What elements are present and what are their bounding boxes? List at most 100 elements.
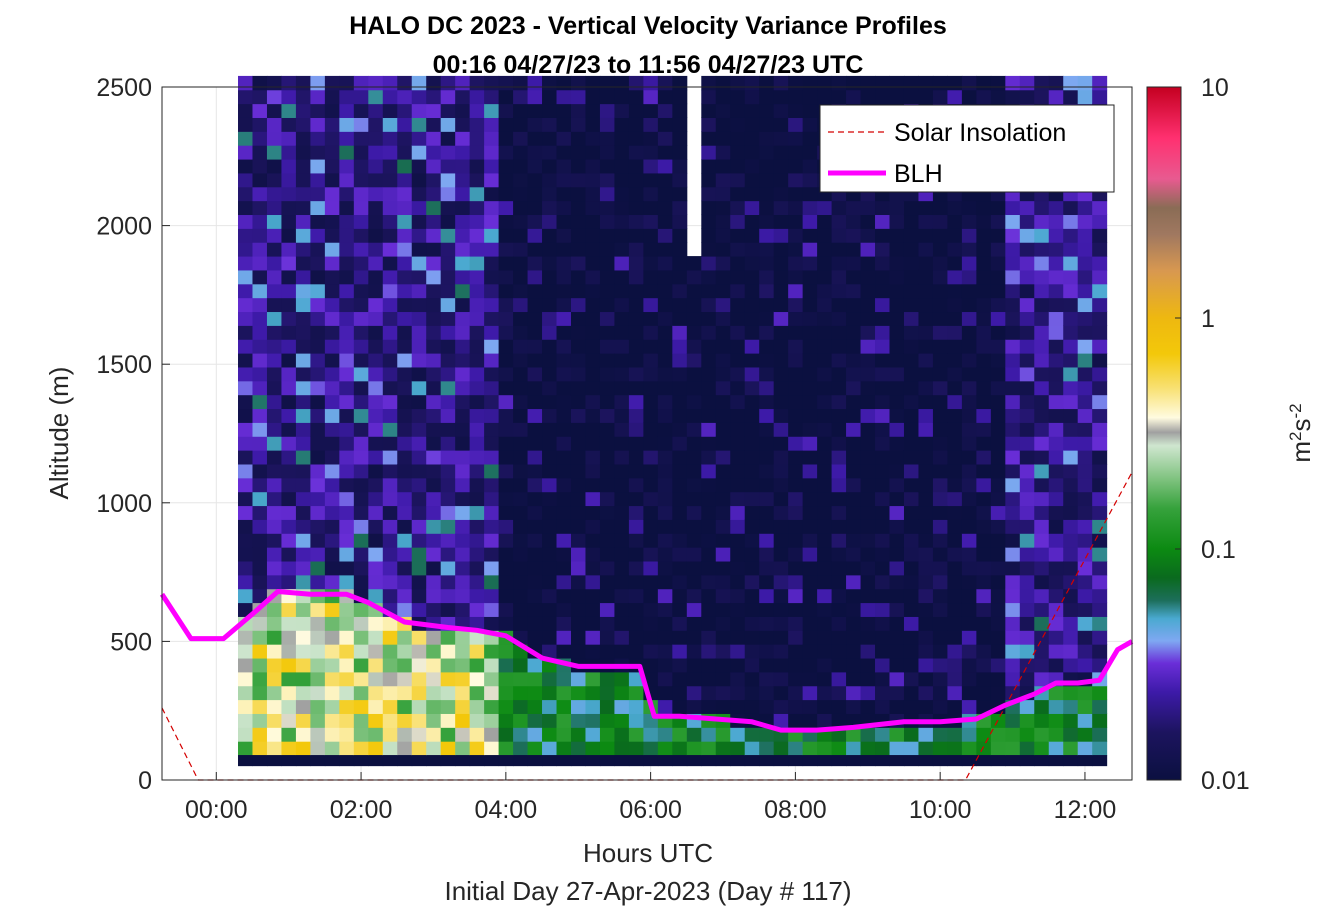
heatmap-cell [266, 533, 282, 548]
heatmap-cell [310, 339, 326, 354]
heatmap-cell [643, 269, 659, 285]
heatmap-cell [266, 339, 282, 354]
heatmap-cell [903, 380, 919, 396]
heatmap-cell [542, 547, 558, 562]
heatmap-cell [426, 353, 442, 368]
heatmap-cell [527, 311, 543, 326]
heatmap-cell [1005, 242, 1021, 257]
heatmap-cell [628, 297, 644, 313]
heatmap-cell [585, 644, 601, 659]
heatmap-cell [1092, 366, 1108, 382]
heatmap-cell [715, 685, 731, 701]
heatmap-cell [527, 394, 543, 410]
heatmap-cell [426, 228, 442, 243]
heatmap-cell [1077, 630, 1093, 645]
heatmap-cell [310, 242, 326, 257]
heatmap-cell [686, 297, 702, 313]
heatmap-cell [599, 242, 615, 257]
heatmap-cell [295, 561, 311, 576]
heatmap-cell [310, 200, 326, 216]
heatmap-cell [657, 616, 673, 631]
heatmap-cell [947, 658, 963, 673]
heatmap-cell [281, 269, 297, 285]
heatmap-cell [411, 450, 427, 465]
heatmap-cell [484, 422, 500, 437]
heatmap-cell [932, 339, 948, 354]
heatmap-cell [484, 463, 500, 479]
heatmap-cell [744, 394, 760, 410]
heatmap-cell [860, 505, 876, 520]
heatmap-cell [788, 602, 804, 617]
heatmap-cell [1005, 644, 1021, 659]
heatmap-cell [542, 394, 558, 410]
heatmap-cell [599, 408, 615, 423]
heatmap-cell [266, 755, 282, 767]
heatmap-cell [990, 311, 1006, 326]
heatmap-cell [1063, 463, 1079, 479]
heatmap-cell [266, 561, 282, 576]
heatmap-cell [238, 436, 253, 451]
heatmap-cell [426, 186, 442, 202]
heatmap-cell [527, 602, 543, 617]
heatmap-cell [252, 366, 268, 382]
heatmap-cell [947, 671, 963, 687]
heatmap-cell [324, 755, 340, 767]
heatmap-cell [759, 228, 775, 243]
heatmap-cell [339, 214, 355, 229]
heatmap-cell [484, 547, 500, 562]
heatmap-cell [353, 533, 369, 548]
heatmap-cell [513, 353, 529, 368]
heatmap-cell [990, 436, 1006, 451]
heatmap-cell [1077, 228, 1093, 243]
heatmap-cell [701, 380, 717, 396]
heatmap-cell [773, 228, 789, 243]
heatmap-cell [440, 422, 456, 437]
heatmap-cell [513, 477, 529, 493]
x-axis-ticks: 00:00 02:00 04:00 06:00 08:00 10:00 12:00 [185, 772, 1116, 824]
heatmap-cell [773, 713, 789, 728]
heatmap-cell [1034, 505, 1050, 520]
heatmap-cell [657, 422, 673, 437]
heatmap-cell [266, 325, 282, 340]
heatmap-cell [238, 186, 253, 202]
heatmap-cell [643, 630, 659, 645]
heatmap-cell [324, 644, 340, 659]
heatmap-cell [788, 658, 804, 673]
heatmap-cell [672, 283, 688, 299]
heatmap-cell [614, 574, 630, 590]
heatmap-cell [817, 588, 833, 604]
heatmap-cell [585, 311, 601, 326]
heatmap-cell [730, 131, 746, 146]
heatmap-cell [715, 366, 731, 382]
heatmap-cell [469, 713, 485, 728]
heatmap-cell [469, 325, 485, 340]
heatmap-cell [556, 186, 572, 202]
heatmap-cell [599, 574, 615, 590]
heatmap-cell [310, 214, 326, 229]
heatmap-cell [744, 75, 760, 91]
heatmap-cell [744, 727, 760, 742]
heatmap-cell [469, 353, 485, 368]
heatmap-cell [310, 89, 326, 105]
heatmap-cell [455, 519, 471, 534]
heatmap-cell [252, 547, 268, 562]
heatmap-cell [701, 172, 717, 188]
heatmap-cell [1063, 602, 1079, 617]
heatmap-cell [252, 339, 268, 354]
heatmap-cell [542, 463, 558, 479]
heatmap-cell [831, 242, 847, 257]
heatmap-cell [411, 491, 427, 507]
heatmap-cell [397, 256, 413, 271]
heatmap-cell [817, 353, 833, 368]
heatmap-cell [701, 325, 717, 340]
heatmap-cell [556, 463, 572, 479]
heatmap-cell [875, 380, 890, 396]
heatmap-cell [440, 755, 456, 767]
heatmap-cell [628, 117, 644, 132]
heatmap-cell [310, 533, 326, 548]
heatmap-cell [469, 450, 485, 465]
heatmap-cell [368, 200, 384, 216]
heatmap-cell [484, 269, 500, 285]
heatmap-cell [1077, 658, 1093, 673]
heatmap-cell [513, 450, 529, 465]
